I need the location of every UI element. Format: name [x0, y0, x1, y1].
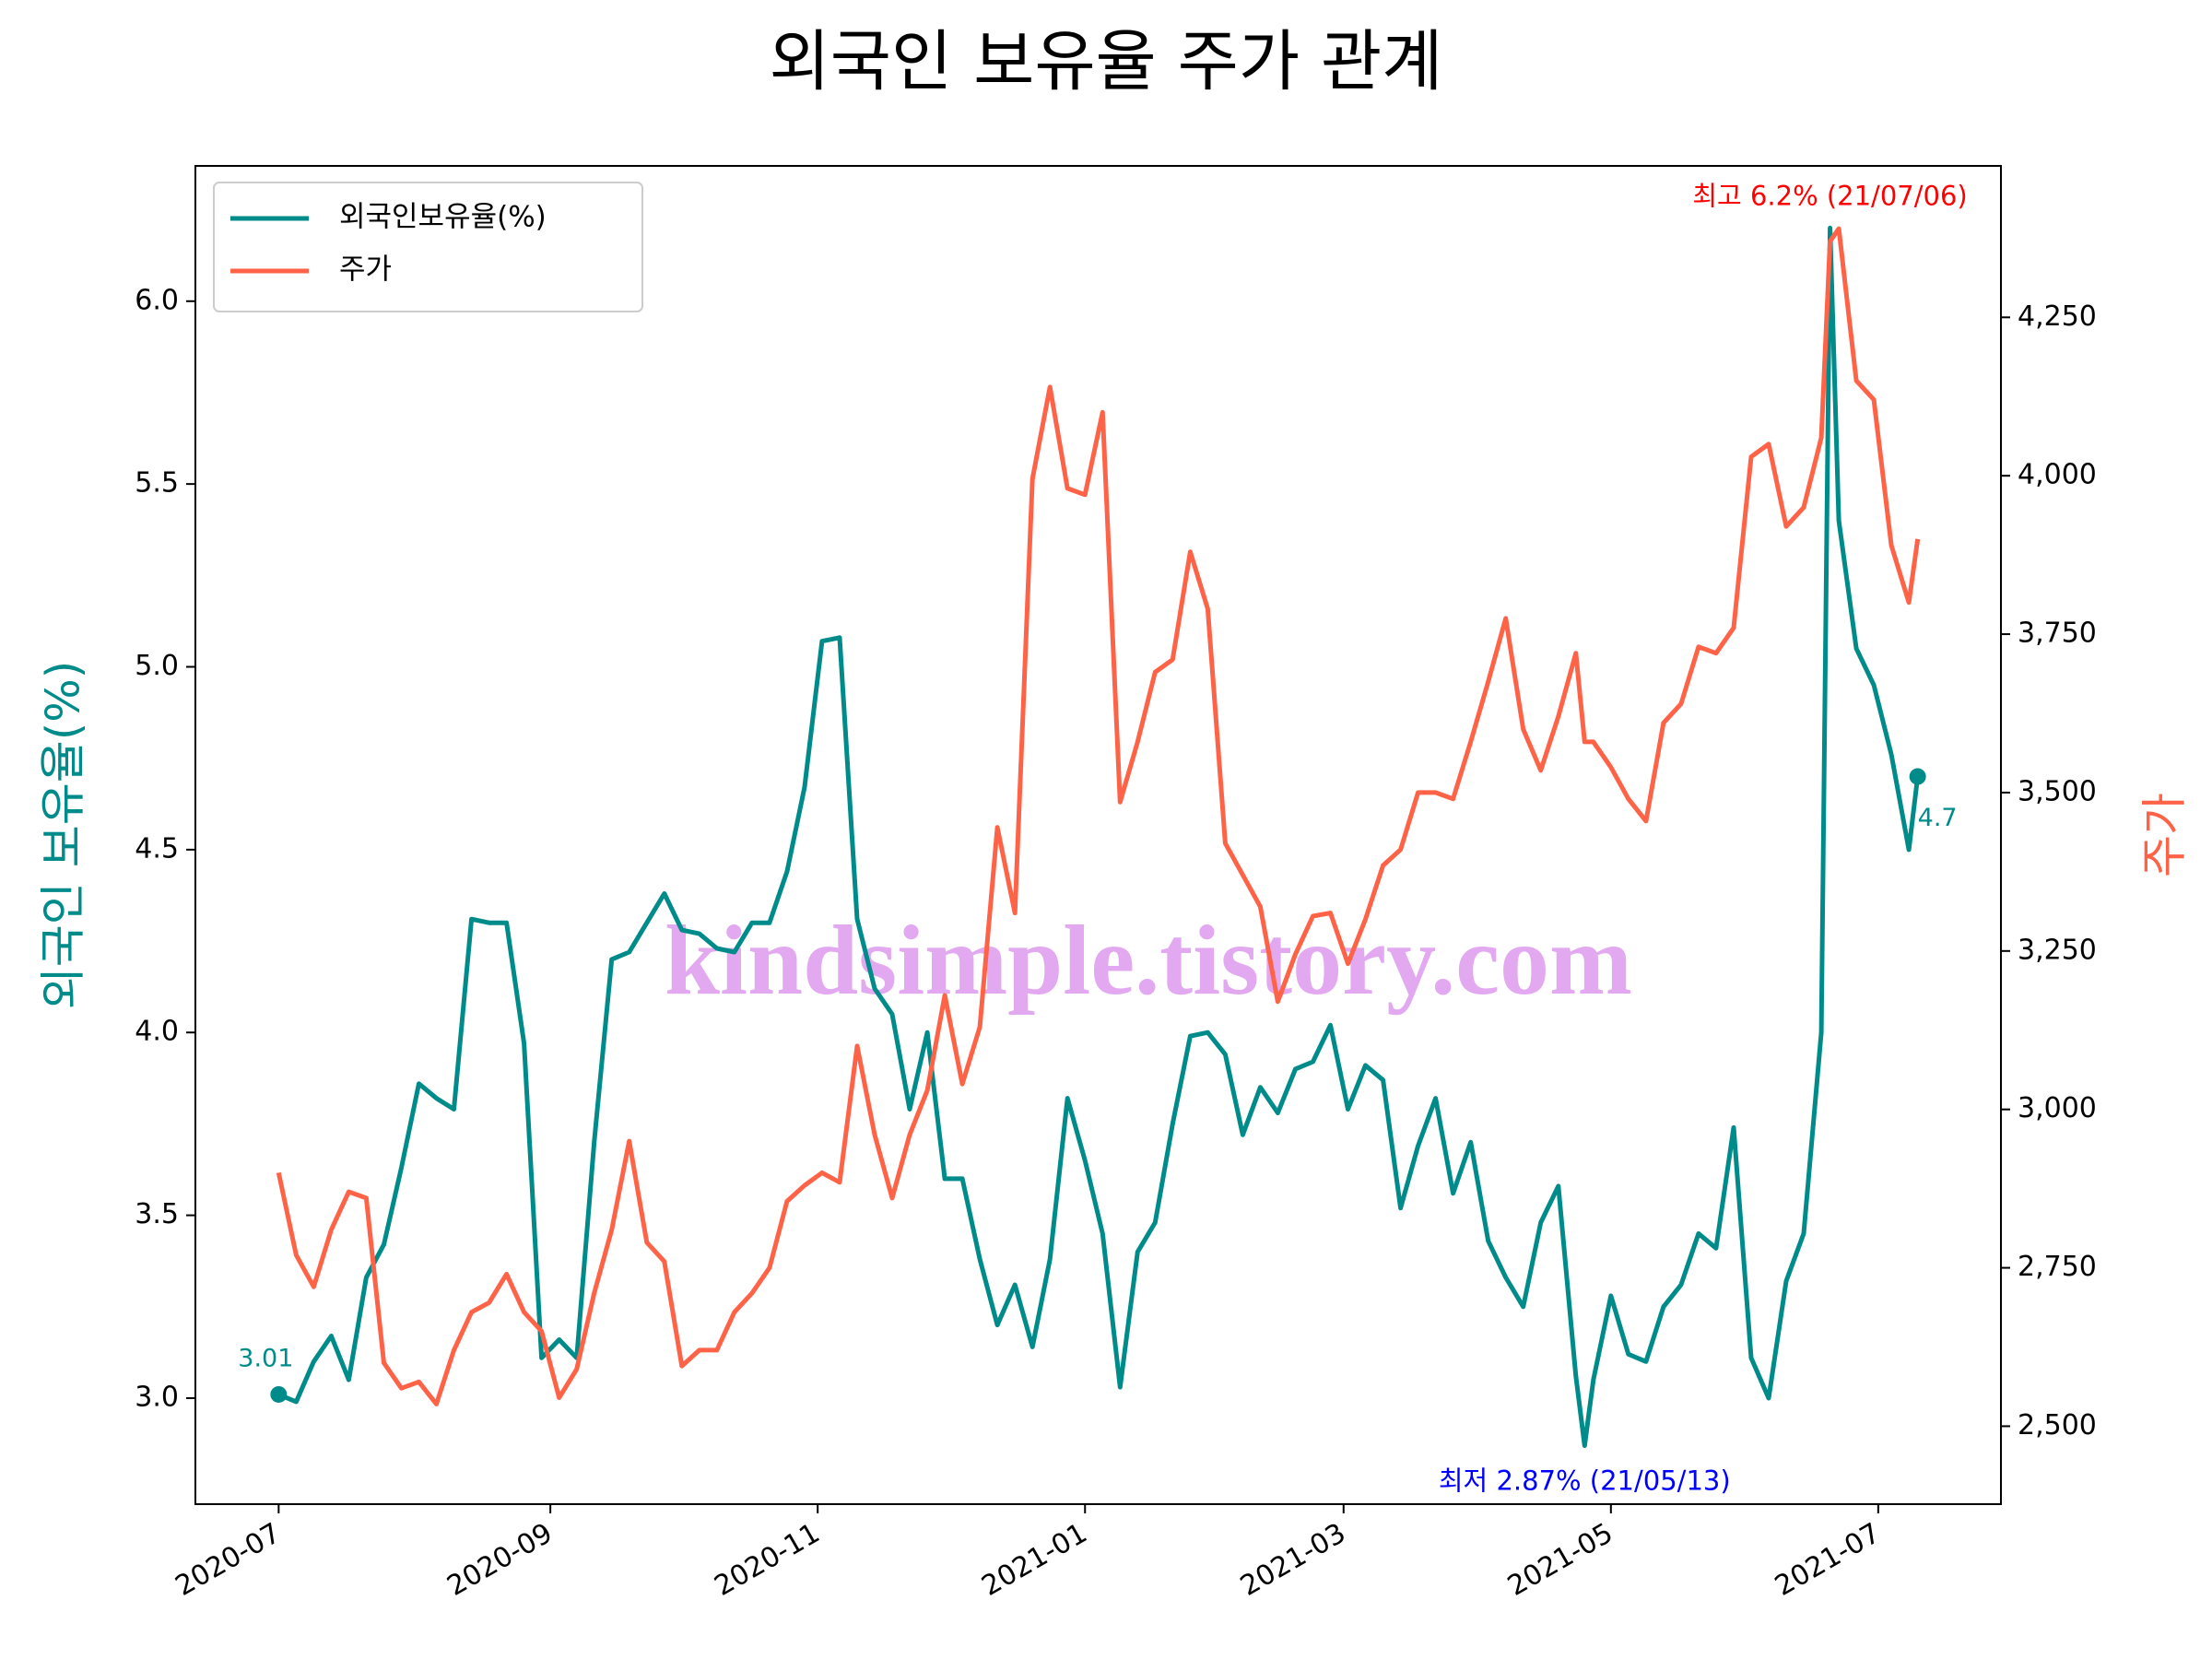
x-tick-label: 2021-03: [1235, 1517, 1351, 1603]
series-line: [277, 225, 1921, 1448]
y2-tick-label: 3,250: [2018, 934, 2097, 966]
y2-axis-label: 주가: [2138, 793, 2192, 877]
chart-title: 외국인 보유율 주가 관계: [769, 23, 1442, 100]
y-tick-label: 5.0: [135, 650, 179, 682]
point-marker: [1909, 768, 1926, 785]
y2-tick-label: 4,000: [2018, 459, 2097, 491]
data-label: 3.01: [238, 1344, 293, 1372]
x-tick-label: 2020-09: [441, 1517, 558, 1603]
y-tick-label: 4.5: [135, 832, 179, 865]
y-tick-label: 3.5: [135, 1198, 179, 1230]
legend-label: 주가: [339, 253, 392, 287]
point-marker: [270, 1385, 288, 1403]
data-label: 4.7: [1918, 804, 1958, 832]
annotation-min: 최저 2.87% (21/05/13): [1439, 1465, 1731, 1497]
plot-frame: [194, 165, 2002, 1505]
x-tick-label: 2020-07: [171, 1517, 287, 1603]
y-tick-label: 5.5: [135, 467, 179, 500]
x-tick-label: 2021-07: [1770, 1517, 1886, 1603]
y-axis-label: 외국인 보유율(%): [37, 661, 90, 1009]
y2-tick-label: 3,500: [2018, 775, 2097, 807]
legend: 외국인보유율(%) 주가: [213, 182, 643, 312]
y2-tick-label: 2,750: [2018, 1251, 2097, 1283]
watermark: kindsimple.tistory.com: [665, 906, 1632, 1016]
x-tick-label: 2021-01: [976, 1517, 1092, 1603]
legend-box: [213, 182, 643, 312]
x-tick-label: 2020-11: [709, 1517, 825, 1603]
y2-tick-label: 3,750: [2018, 618, 2097, 650]
y-tick-label: 4.0: [135, 1016, 179, 1048]
y2-tick-label: 3,000: [2018, 1092, 2097, 1124]
y2-tick-label: 2,500: [2018, 1409, 2097, 1441]
x-tick-label: 2021-05: [1502, 1517, 1618, 1603]
y-tick-label: 3.0: [135, 1381, 179, 1413]
annotation-max: 최고 6.2% (21/07/06): [1692, 180, 1967, 211]
series-line: [276, 226, 1921, 1406]
y2-tick-label: 4,250: [2018, 300, 2097, 333]
y-tick-label: 6.0: [135, 284, 179, 316]
legend-label: 외국인보유율(%): [339, 201, 547, 234]
